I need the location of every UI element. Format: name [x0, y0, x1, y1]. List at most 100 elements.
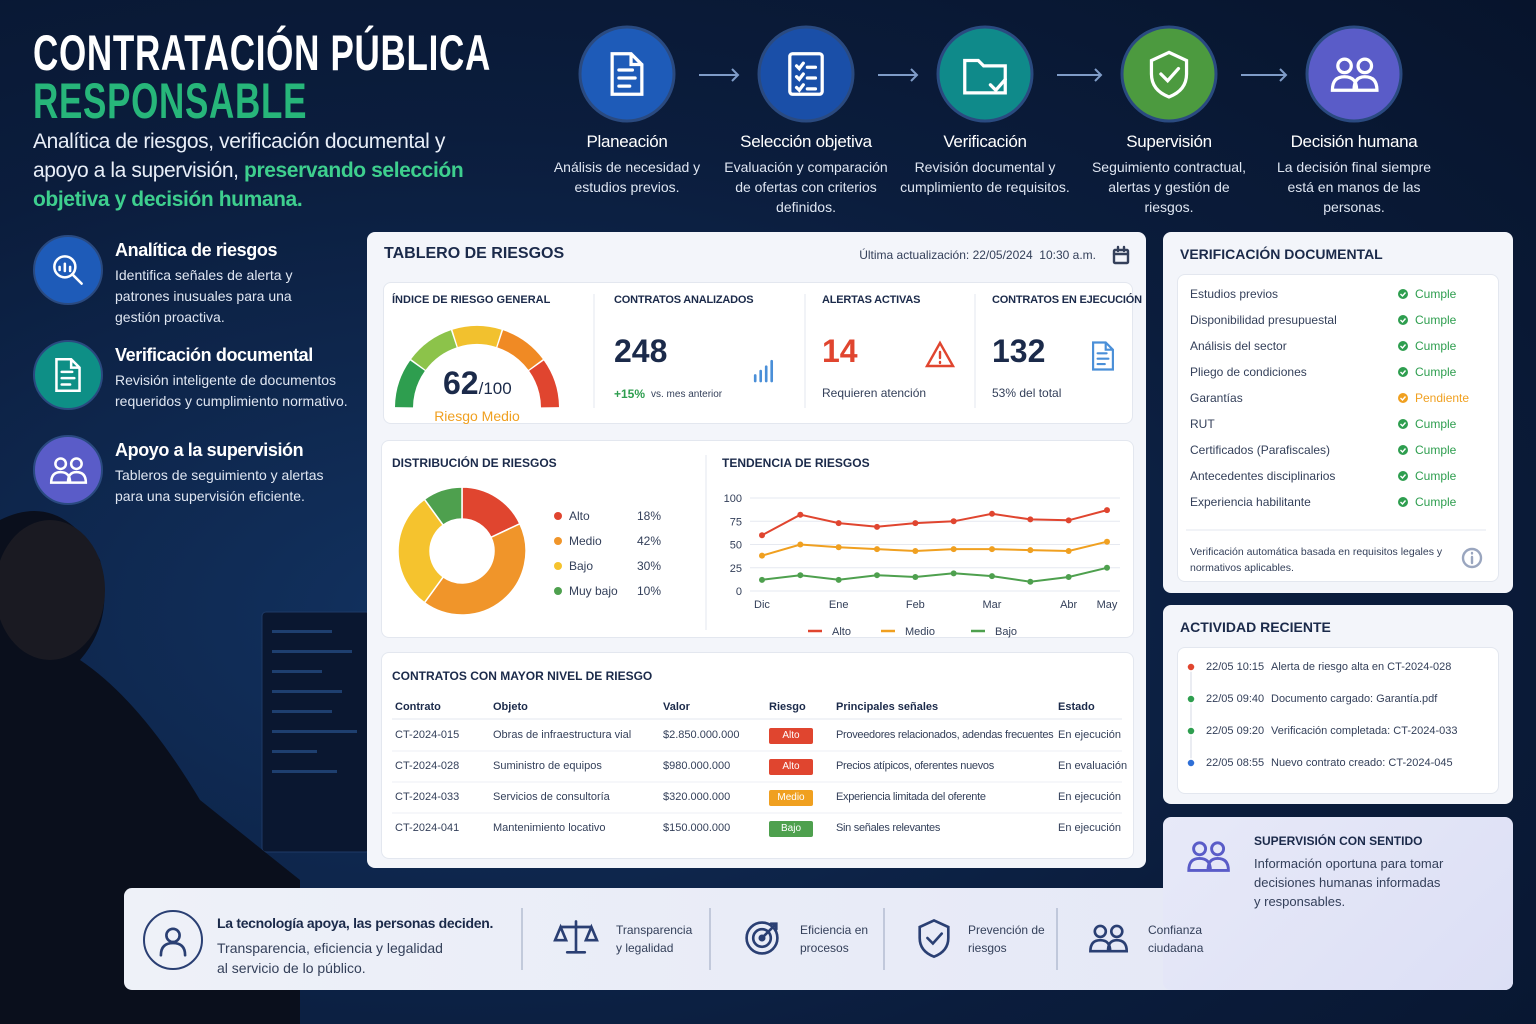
table-cell: $150.000.000: [663, 822, 731, 834]
table-cell: CT-2024-028: [395, 760, 460, 772]
feature-text: Tableros de seguimiento y alertas para u…: [115, 467, 324, 504]
table-cell: Proveedores relacionados, adendas frecue…: [836, 729, 1054, 741]
risk-label: Alto: [782, 761, 800, 772]
distribution-title: DISTRIBUCIÓN DE RIESGOS: [392, 456, 557, 470]
doc-status: Cumple: [1415, 287, 1457, 301]
table-cell: Servicios de consultoría: [493, 791, 610, 803]
footer-item: Prevención de riesgos: [968, 923, 1045, 955]
footer-item: Confianza ciudadana: [1148, 923, 1204, 955]
data-label: 10%: [637, 584, 662, 598]
step-text: Evaluación y comparación de ofertas con …: [724, 159, 888, 215]
activity-time: 22/05 10:15: [1206, 661, 1265, 673]
table-cell: CT-2024-041: [395, 822, 460, 834]
activity-text: Nuevo contrato creado: CT-2024-045: [1271, 757, 1453, 769]
gauge-value: 62: [443, 365, 479, 401]
risk-label: Alto: [782, 730, 800, 741]
doc-name: Certificados (Parafiscales): [1190, 443, 1331, 457]
monitor-screen: [272, 630, 357, 773]
table-card: [381, 652, 1134, 859]
dashboard-updated: Última actualización: 22/05/2024 10:30 a…: [859, 248, 1096, 262]
doc-status: Cumple: [1415, 417, 1457, 431]
doc-status: Cumple: [1415, 469, 1457, 483]
step-text: Seguimiento contractual, alertas y gesti…: [1091, 159, 1247, 215]
feature-text: Identifica señales de alerta y patrones …: [115, 267, 293, 325]
verification-title: VERIFICACIÓN DOCUMENTAL: [1180, 246, 1383, 262]
footer-lead-text: Transparencia, eficiencia y legalidad al…: [217, 940, 443, 976]
risk-label: Bajo: [780, 823, 801, 834]
doc-name: RUT: [1190, 417, 1215, 431]
doc-status: Cumple: [1415, 365, 1457, 379]
kpi-label: CONTRATOS ANALIZADOS: [614, 294, 754, 306]
legend-label: Alto: [569, 509, 590, 523]
table-header: Valor: [663, 701, 690, 713]
doc-status: Cumple: [1415, 495, 1457, 509]
step-text: Análisis de necesidad y estudios previos…: [553, 159, 701, 195]
kpi-value: 132: [992, 333, 1046, 369]
activity-time: 22/05 09:20: [1206, 725, 1265, 737]
table-cell: $980.000.000: [663, 760, 731, 772]
supervision-title: SUPERVISIÓN CON SENTIDO: [1254, 834, 1423, 848]
table-cell: $320.000.000: [663, 791, 731, 803]
doc-name: Pliego de condiciones: [1190, 365, 1307, 379]
table-header: Principales señales: [836, 701, 939, 713]
legend-label: Medio: [569, 534, 602, 548]
table-cell: CT-2024-015: [395, 729, 460, 741]
activity-time: 22/05 08:55: [1206, 757, 1265, 769]
table-header: Contrato: [395, 701, 441, 713]
step-title: Planeación: [586, 132, 668, 151]
table-cell: En ejecución: [1058, 791, 1121, 803]
data-label: 42%: [637, 534, 662, 548]
gauge-status: Riesgo Medio: [434, 408, 520, 424]
trend-title: TENDENCIA DE RIESGOS: [722, 456, 870, 470]
subtitle-highlight: preservando selección objetiva y decisió…: [33, 159, 464, 211]
data-label: 18%: [637, 509, 662, 523]
person-head: [0, 520, 105, 660]
table-cell: En ejecución: [1058, 822, 1121, 834]
gauge-label: ÍNDICE DE RIESGO GENERAL: [392, 294, 551, 306]
table-title: CONTRATOS CON MAYOR NIVEL DE RIESGO: [392, 669, 653, 683]
table-cell: Obras de infraestructura vial: [493, 729, 632, 741]
table-cell: Precios atípicos, oferentes nuevos: [836, 760, 994, 772]
subtitle-text: Analítica de riesgos, verificación docum…: [33, 130, 445, 182]
table-cell: Experiencia limitada del oferente: [836, 791, 986, 803]
table-header: Riesgo: [769, 701, 806, 713]
data-label: 30%: [637, 559, 662, 573]
activity-card: [1177, 647, 1499, 794]
step-text: La decisión final siempre está en manos …: [1276, 159, 1432, 215]
risk-label: Medio: [777, 792, 805, 803]
title-line2: RESPONSABLE: [33, 73, 308, 129]
dashboard-title: TABLERO DE RIESGOS: [384, 245, 565, 262]
doc-name: Disponibilidad presupuestal: [1190, 313, 1337, 327]
doc-name: Experiencia habilitante: [1190, 495, 1311, 509]
doc-status: Cumple: [1415, 313, 1457, 327]
supervision-text: Información oportuna para tomar decision…: [1254, 856, 1444, 909]
activity-time: 22/05 09:40: [1206, 693, 1265, 705]
kpi-note: Requieren atención: [822, 386, 927, 400]
kpi-value: 14: [822, 333, 858, 369]
title-line1: CONTRATACIÓN PÚBLICA: [33, 25, 491, 81]
step-title: Verificación: [943, 132, 1027, 151]
feature-title: Verificación documental: [115, 345, 313, 365]
subtitle: Analítica de riesgos, verificación docum…: [33, 127, 473, 214]
kpi-delta: +15%: [614, 387, 646, 401]
kpi-label: ALERTAS ACTIVAS: [822, 294, 921, 306]
table-cell: En evaluación: [1058, 760, 1128, 772]
feature-text: Revisión inteligente de documentos reque…: [115, 372, 348, 409]
kpi-delta-note: vs. mes anterior: [651, 389, 723, 400]
table-cell: Mantenimiento locativo: [493, 822, 606, 834]
doc-status: Cumple: [1415, 339, 1457, 353]
verification-card: [1177, 274, 1499, 582]
legend-label: Bajo: [569, 559, 594, 573]
doc-name: Análisis del sector: [1190, 339, 1287, 353]
doc-name: Estudios previos: [1190, 287, 1279, 301]
step-title: Selección objetiva: [740, 132, 872, 151]
table-cell: $2.850.000.000: [663, 729, 740, 741]
doc-name: Garantías: [1190, 391, 1243, 405]
table-cell: Suministro de equipos: [493, 760, 602, 772]
activity-text: Alerta de riesgo alta en CT-2024-028: [1271, 661, 1452, 673]
activity-title: ACTIVIDAD RECIENTE: [1180, 619, 1331, 635]
table-header: Estado: [1058, 701, 1095, 713]
feature-title: Analítica de riesgos: [115, 240, 278, 260]
activity-text: Documento cargado: Garantía.pdf: [1271, 693, 1438, 705]
